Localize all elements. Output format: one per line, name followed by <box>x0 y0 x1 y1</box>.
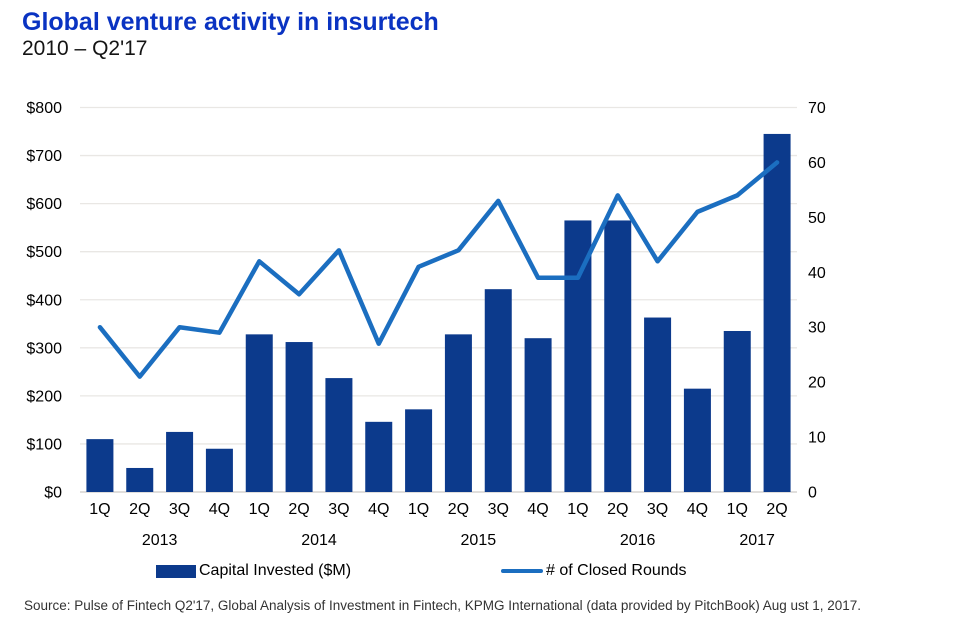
year-label: 2017 <box>739 532 775 549</box>
chart-title: Global venture activity in insurtech <box>22 8 439 36</box>
bar <box>564 220 592 492</box>
bar <box>484 289 512 492</box>
quarter-tick-label: 2Q <box>288 501 309 518</box>
capital-legend-label: Capital Invested ($M) <box>199 562 352 579</box>
source-note: Source: Pulse of Fintech Q2'17, Global A… <box>24 598 862 613</box>
right-axis-tick: 10 <box>808 430 826 447</box>
bar <box>644 317 672 492</box>
left-axis-tick: $800 <box>26 100 62 117</box>
rounds-legend-label: # of Closed Rounds <box>546 562 687 579</box>
bar <box>205 448 233 492</box>
quarter-tick-label: 2Q <box>766 501 787 518</box>
legend-item-rounds: # of Closed Rounds <box>501 562 687 580</box>
right-axis-tick: 70 <box>808 100 826 117</box>
quarter-tick-label: 2Q <box>607 501 628 518</box>
bar <box>723 330 751 492</box>
bar <box>86 439 114 492</box>
bar <box>683 388 711 492</box>
bar <box>524 338 552 492</box>
right-axis-tick: 30 <box>808 320 826 337</box>
right-axis-tick: 20 <box>808 375 826 392</box>
bar <box>325 378 353 492</box>
rounds-line <box>97 160 780 379</box>
quarter-tick-label: 4Q <box>368 501 389 518</box>
right-axis-tick: 50 <box>808 210 826 227</box>
quarter-tick-label: 3Q <box>647 501 668 518</box>
quarter-tick-label: 2Q <box>129 501 150 518</box>
left-axis-tick: $700 <box>26 148 62 165</box>
left-axis-tick: $300 <box>26 340 62 357</box>
quarter-tick-label: 3Q <box>169 501 190 518</box>
chart-legend: Capital Invested ($M) # of Closed Rounds <box>0 560 956 584</box>
quarter-tick-label: 4Q <box>527 501 548 518</box>
right-axis-tick: 40 <box>808 265 826 282</box>
chart-canvas: $0 $100 $200 $300 $400 $500 $600 $700 $800 0 10 20 3… <box>26 100 826 549</box>
left-axis-tick: $100 <box>26 436 62 453</box>
bar <box>604 220 632 492</box>
chart-subtitle: 2010 – Q2'17 <box>22 37 148 60</box>
bar <box>166 431 194 492</box>
year-label: 2016 <box>620 532 656 549</box>
quarter-tick-label: 4Q <box>687 501 708 518</box>
quarter-tick-label: 1Q <box>89 501 110 518</box>
legend-item-capital: Capital Invested ($M) <box>156 562 351 580</box>
bar <box>444 334 472 492</box>
year-label: 2013 <box>142 532 178 549</box>
bar <box>763 133 791 492</box>
year-label: 2015 <box>461 532 497 549</box>
bar <box>405 409 433 492</box>
right-axis-tick: 0 <box>808 485 817 502</box>
quarter-tick-label: 1Q <box>567 501 588 518</box>
bar <box>365 421 393 492</box>
right-axis-tick: 60 <box>808 155 826 172</box>
bar <box>126 467 154 492</box>
quarter-tick-label: 3Q <box>328 501 349 518</box>
left-axis-tick: $600 <box>26 196 62 213</box>
bar <box>245 334 273 492</box>
left-axis-tick: $200 <box>26 388 62 405</box>
quarter-tick-label: 3Q <box>488 501 509 518</box>
left-axis-tick: $400 <box>26 292 62 309</box>
quarter-tick-label: 1Q <box>408 501 429 518</box>
rounds-line-swatch <box>501 568 543 574</box>
capital-bar-swatch <box>156 564 196 578</box>
quarter-tick-label: 1Q <box>727 501 748 518</box>
quarter-tick-label: 4Q <box>209 501 230 518</box>
quarter-tick-label: 2Q <box>448 501 469 518</box>
left-axis-tick: $500 <box>26 244 62 261</box>
left-axis-tick: $0 <box>44 485 62 502</box>
year-label: 2014 <box>301 532 337 549</box>
bar <box>285 342 313 492</box>
quarter-tick-label: 1Q <box>249 501 270 518</box>
